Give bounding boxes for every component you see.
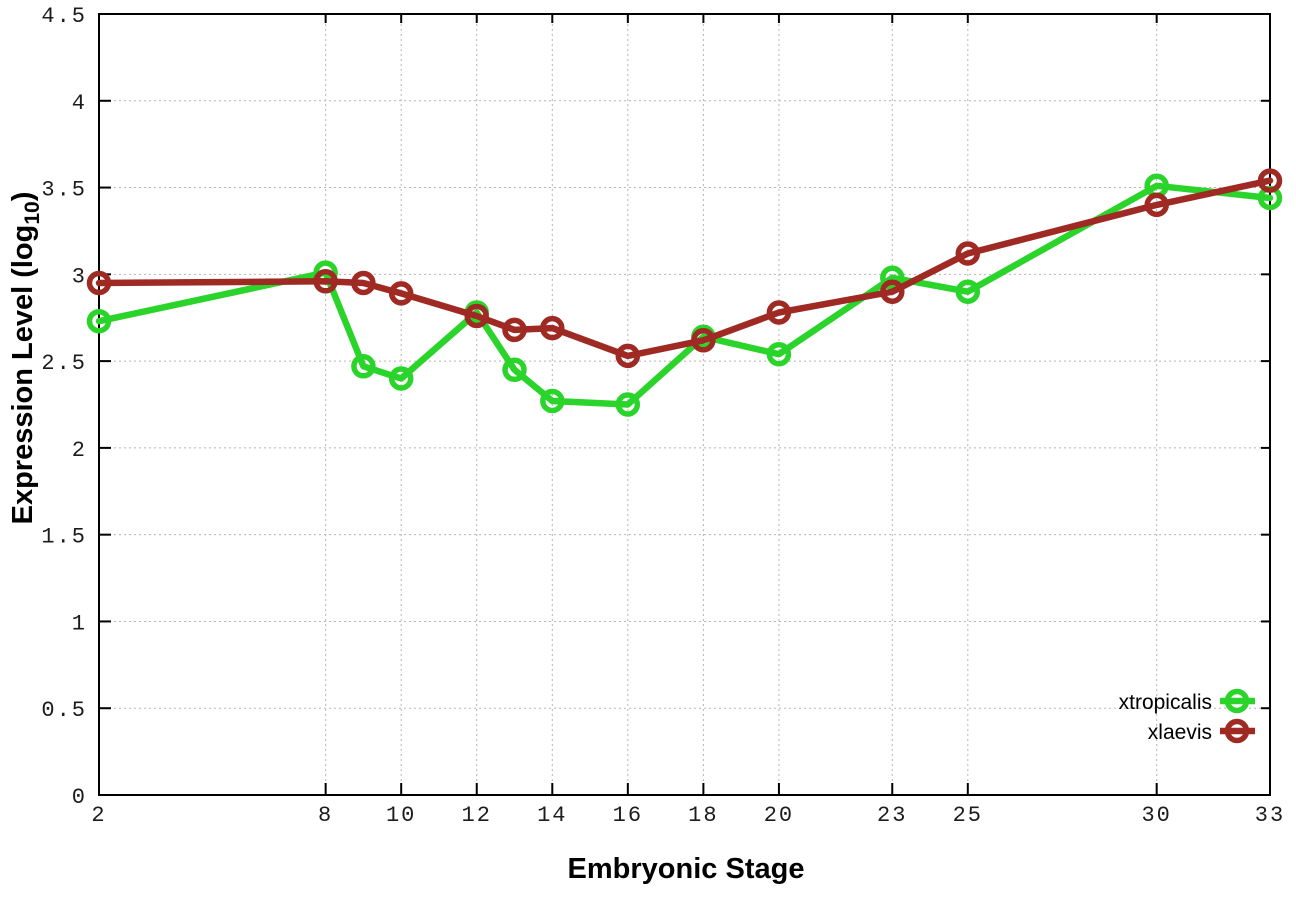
series-line-xtropicalis: [95, 182, 1274, 408]
y-tick-label: 1: [72, 611, 87, 636]
y-tick-label: 0: [72, 785, 87, 810]
data-point-xlaevis: [880, 279, 905, 304]
x-tick-label: 10: [386, 803, 416, 828]
plot-box: [98, 13, 1271, 796]
data-point-xtropicalis: [615, 392, 641, 417]
y-axis-title-subscript: 10: [21, 201, 44, 224]
data-point-xlaevis: [86, 270, 112, 296]
data-point-xlaevis: [955, 241, 981, 266]
data-point-xlaevis: [1144, 192, 1169, 218]
y-tick-label: 4.5: [41, 4, 87, 29]
data-point-xtropicalis: [955, 279, 981, 304]
x-tick-label: 16: [613, 803, 643, 828]
data-point-xlaevis: [766, 300, 792, 325]
x-tick-label: 8: [318, 803, 333, 828]
legend-label-xlaevis: xlaevis: [1148, 721, 1212, 744]
axis-ticks: [98, 13, 1271, 796]
data-point-xlaevis: [313, 269, 338, 294]
plot-border: [98, 13, 1271, 796]
grid-lines: [99, 14, 1270, 795]
series-line-xlaevis: [95, 177, 1274, 360]
legend-marker-xlaevis: [1224, 718, 1250, 744]
data-point-xtropicalis: [502, 357, 527, 383]
data-point-xtropicalis: [86, 308, 112, 334]
y-tick-label: 4: [72, 91, 87, 116]
y-tick-label: 2: [72, 438, 87, 463]
x-axis-title: Embryonic Stage: [568, 853, 805, 885]
data-point-xlaevis: [464, 303, 489, 329]
x-tick-label: 12: [462, 803, 492, 828]
y-tick-label: 3.5: [41, 178, 87, 203]
x-tick-label: 18: [688, 803, 718, 828]
axis-tick-labels: 2 8 10 12 14 16 18 20 23 25 30 33 0 0.5 1 1.5 2 2.5 3 3.5 4 4…: [41, 4, 1285, 828]
data-point-xlaevis: [1257, 168, 1283, 193]
x-tick-label: 2: [91, 803, 106, 828]
data-point-xlaevis: [502, 317, 527, 343]
data-point-xtropicalis: [388, 366, 414, 391]
x-tick-label: 30: [1141, 803, 1171, 828]
x-tick-label: 25: [953, 803, 983, 828]
y-axis-title-main: Expression Level (log: [7, 225, 39, 525]
data-point-xtropicalis: [351, 354, 376, 379]
y-tick-label: 1.5: [41, 525, 87, 550]
chart-legend: xtropicalis xlaevis: [1119, 688, 1255, 744]
data-series: [86, 168, 1283, 417]
y-axis-title: Expression Level (log10): [7, 192, 44, 525]
data-point-xtropicalis: [540, 388, 565, 414]
data-point-xtropicalis: [880, 265, 905, 291]
y-tick-label: 3: [72, 264, 87, 289]
legend-label-xtropicalis: xtropicalis: [1119, 691, 1212, 714]
x-tick-label: 23: [877, 803, 907, 828]
x-tick-label: 14: [537, 803, 567, 828]
y-axis-title-close: ): [7, 192, 39, 202]
legend-marker-xtropicalis: [1224, 688, 1250, 714]
y-tick-label: 2.5: [41, 351, 87, 376]
x-tick-label: 20: [764, 803, 794, 828]
x-tick-label: 33: [1255, 803, 1285, 828]
data-point-xlaevis: [540, 315, 565, 341]
data-point-xlaevis: [351, 270, 376, 296]
data-point-xlaevis: [615, 343, 641, 369]
data-point-xlaevis: [388, 281, 414, 306]
data-point-xtropicalis: [766, 341, 792, 367]
y-tick-label: 0.5: [41, 698, 87, 723]
data-point-xlaevis: [691, 328, 716, 353]
